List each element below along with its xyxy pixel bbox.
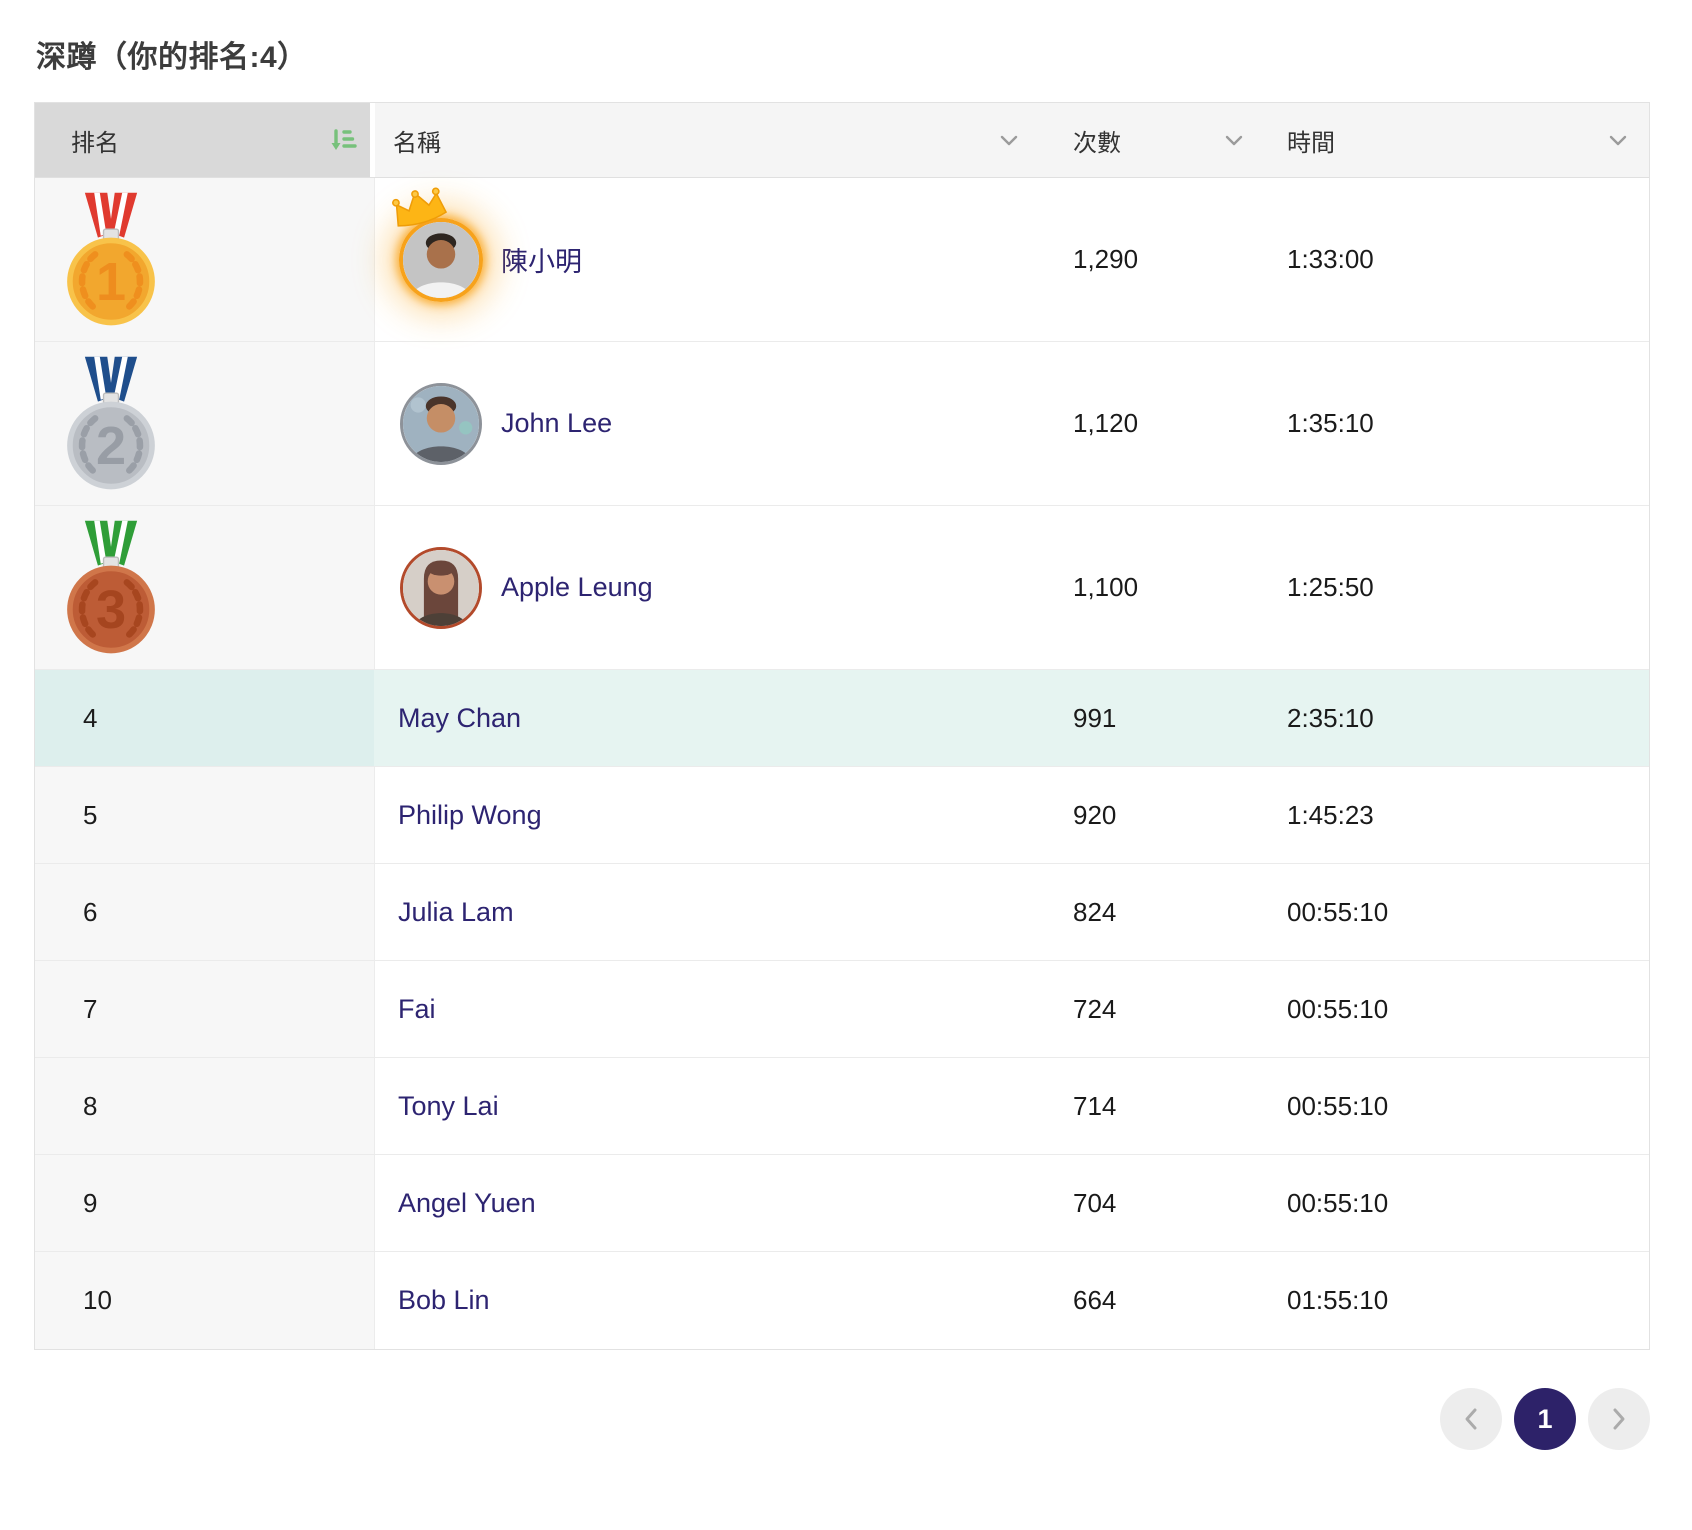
- player-name-link[interactable]: Tony Lai: [398, 1090, 499, 1121]
- silver-medal-icon: 2: [67, 356, 155, 489]
- crown-icon: [392, 186, 448, 227]
- table-row-rank4-current-user: 4 May Chan 991 2:35:10: [35, 670, 1649, 767]
- table-row-rank2: 2 John Lee 1,12: [35, 342, 1649, 506]
- count-value: 1,120: [1073, 408, 1139, 438]
- time-value: 00:55:10: [1287, 993, 1389, 1024]
- rank-value: 6: [35, 864, 375, 960]
- column-header-name[interactable]: 名稱: [375, 103, 1040, 177]
- page-title: 深蹲（你的排名:4）: [36, 41, 308, 74]
- table-row-rank8: 8 Tony Lai 714 00:55:10: [35, 1058, 1649, 1155]
- svg-text:3: 3: [96, 580, 126, 640]
- next-page-button[interactable]: [1588, 1388, 1650, 1450]
- player-name-link[interactable]: 陳小明: [501, 247, 582, 277]
- time-value: 1:35:10: [1287, 408, 1374, 438]
- count-value: 724: [1073, 993, 1117, 1024]
- count-value: 704: [1073, 1187, 1117, 1218]
- time-value: 00:55:10: [1287, 1187, 1389, 1218]
- pagination: 1: [34, 1388, 1650, 1450]
- count-value: 1,100: [1073, 572, 1139, 602]
- avatar-photo: [403, 385, 479, 462]
- table-row-rank5: 5 Philip Wong 920 1:45:23: [35, 767, 1649, 864]
- page-1-button[interactable]: 1: [1514, 1388, 1576, 1450]
- table-header: 排名 名稱 次數 時間: [35, 103, 1649, 178]
- player-name-link[interactable]: Bob Lin: [398, 1285, 490, 1315]
- table-row-rank3: 3 Apple Leung 1: [35, 506, 1649, 670]
- column-header-time[interactable]: 時間: [1265, 103, 1649, 177]
- time-value: 2:35:10: [1265, 670, 1649, 766]
- avatar: [400, 382, 482, 465]
- table-row-rank7: 7 Fai 724 00:55:10: [35, 961, 1649, 1058]
- avatar-photo: [403, 221, 479, 298]
- chevron-right-icon: [1613, 1408, 1625, 1430]
- rank-value: 9: [35, 1155, 375, 1251]
- avatar-photo: [403, 549, 479, 626]
- table-row-rank10: 10 Bob Lin 664 01:55:10: [35, 1252, 1649, 1349]
- table-row-rank6: 6 Julia Lam 824 00:55:10: [35, 864, 1649, 961]
- bronze-medal-icon: 3: [67, 520, 155, 653]
- count-value: 824: [1073, 896, 1117, 927]
- player-name-link[interactable]: John Lee: [501, 408, 613, 438]
- player-name-link[interactable]: Julia Lam: [398, 896, 514, 927]
- count-value: 920: [1073, 799, 1117, 830]
- column-label-rank: 排名: [71, 129, 119, 157]
- column-header-rank[interactable]: 排名: [35, 103, 375, 177]
- chevron-down-icon: [1609, 135, 1627, 145]
- time-value: 1:45:23: [1287, 799, 1374, 830]
- player-name-link[interactable]: Apple Leung: [501, 572, 653, 602]
- count-value: 1,290: [1073, 244, 1139, 274]
- svg-text:1: 1: [96, 252, 126, 312]
- rank-value: 8: [35, 1058, 375, 1154]
- time-value: 1:25:50: [1287, 572, 1374, 602]
- previous-page-button[interactable]: [1440, 1388, 1502, 1450]
- rank-value: 10: [35, 1252, 375, 1349]
- count-value: 664: [1073, 1285, 1117, 1315]
- rank-value: 5: [35, 767, 375, 863]
- column-label-name: 名稱: [393, 129, 441, 157]
- table-row-rank9: 9 Angel Yuen 704 00:55:10: [35, 1155, 1649, 1252]
- column-header-count[interactable]: 次數: [1040, 103, 1265, 177]
- count-value: 991: [1040, 670, 1265, 766]
- count-value: 714: [1073, 1090, 1117, 1121]
- gold-medal-icon: 1: [67, 192, 155, 325]
- rank-value: 4: [35, 670, 375, 766]
- time-value: 00:55:10: [1287, 896, 1389, 927]
- player-name-link[interactable]: Fai: [398, 993, 436, 1024]
- chevron-down-icon: [1225, 135, 1243, 145]
- column-label-count: 次數: [1073, 129, 1121, 157]
- chevron-left-icon: [1465, 1408, 1477, 1430]
- time-value: 00:55:10: [1287, 1090, 1389, 1121]
- time-value: 01:55:10: [1287, 1285, 1389, 1315]
- avatar: [400, 546, 482, 629]
- player-name-link[interactable]: Philip Wong: [398, 799, 542, 830]
- player-name-link[interactable]: May Chan: [398, 702, 522, 733]
- leaderboard-page: 深蹲（你的排名:4） 排名 名稱 次數 時間: [34, 41, 1650, 1450]
- avatar: [399, 217, 483, 302]
- time-value: 1:33:00: [1287, 244, 1374, 274]
- player-name-link[interactable]: Angel Yuen: [398, 1187, 536, 1218]
- rank-value: 7: [35, 961, 375, 1057]
- leaderboard-table: 排名 名稱 次數 時間: [34, 102, 1650, 1350]
- chevron-down-icon: [1000, 135, 1018, 145]
- column-label-time: 時間: [1287, 129, 1335, 157]
- table-row-rank1: 1: [35, 178, 1649, 342]
- svg-text:2: 2: [96, 416, 126, 476]
- sort-descending-icon: [331, 128, 357, 150]
